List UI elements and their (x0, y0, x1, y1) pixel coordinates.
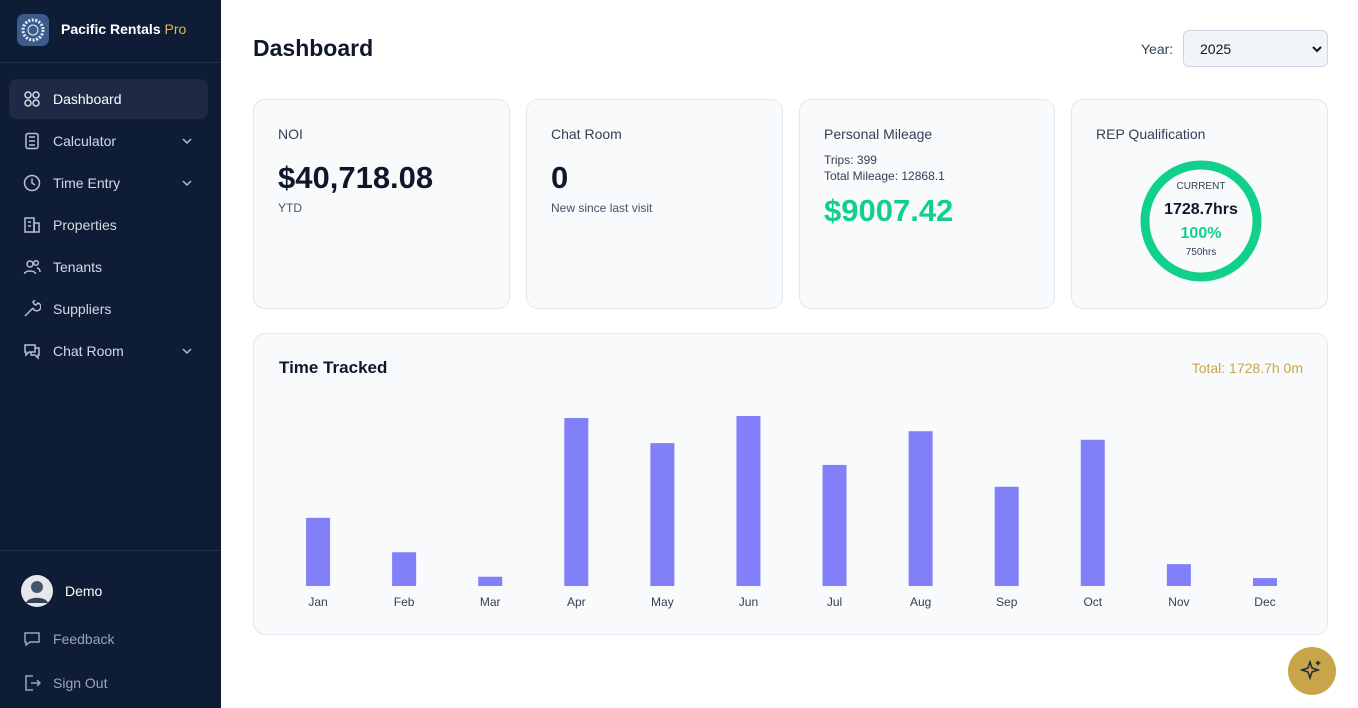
nav-label: Chat Room (53, 343, 124, 359)
chart-total: Total: 1728.7h 0m (1192, 360, 1303, 376)
card-value: 0 (551, 160, 569, 195)
nav-item[interactable]: Tenants (9, 247, 208, 287)
bar (908, 431, 933, 586)
card-note: YTD (278, 201, 302, 215)
nav-item[interactable]: Suppliers (9, 289, 208, 329)
chat-card: Chat Room 0 New since last visit (526, 99, 783, 309)
x-tick-label: Sep (996, 595, 1018, 609)
mileage-card: Personal Mileage Trips: 399 Total Mileag… (799, 99, 1055, 309)
bar (1080, 439, 1105, 586)
nav-label: Calculator (53, 133, 117, 149)
x-tick-label: Oct (1083, 595, 1102, 609)
x-tick-label: Dec (1254, 595, 1275, 609)
nav-label: Tenants (53, 259, 103, 275)
x-tick-label: Feb (394, 595, 415, 609)
logo (17, 14, 49, 46)
select-arrow (1312, 46, 1322, 53)
assistant-button[interactable] (1288, 647, 1336, 695)
chart: Time Tracked Total: 1728.7h 0m Jan Feb Mar… (279, 358, 1303, 609)
rep-card: REP Qualification CURRENT 1728.7hrs 100%… (1071, 99, 1328, 309)
nav-label: Properties (53, 217, 117, 233)
divider (0, 550, 221, 551)
card-title: REP Qualification (1096, 126, 1206, 142)
bar (994, 486, 1019, 586)
ring (1140, 160, 1262, 282)
avatar (21, 575, 53, 607)
bar (650, 443, 675, 586)
x-tick-label: Jan (308, 595, 327, 609)
year-select[interactable]: 2025 (1183, 30, 1328, 67)
signout-icon (25, 675, 41, 691)
brand-suffix: Pro (164, 21, 187, 37)
page-title: Dashboard (253, 35, 374, 61)
nav-item[interactable]: Chat Room (9, 331, 208, 371)
x-tick-label: Jun (739, 595, 758, 609)
sidebar: Pacific Rentals Pro Dashboard Calculator… (0, 0, 221, 708)
bar (736, 416, 761, 586)
card-title: Chat Room (551, 126, 622, 142)
divider (0, 62, 221, 63)
signout-link[interactable]: Sign Out (53, 675, 108, 691)
x-tick-label: Aug (910, 595, 931, 609)
nav-label: Suppliers (53, 301, 112, 317)
ring-label: CURRENT (1177, 181, 1226, 192)
bar (822, 464, 847, 586)
user-name: Demo (65, 583, 103, 599)
ring-target: 750hrs (1186, 247, 1217, 258)
card-title: Personal Mileage (824, 126, 933, 142)
x-tick-label: Apr (567, 595, 586, 609)
x-tick-label: Mar (480, 595, 501, 609)
card-note: New since last visit (551, 201, 653, 215)
card-value: $9007.42 (824, 193, 954, 228)
chart-card: Time Tracked Total: 1728.7h 0m Jan Feb Mar… (253, 333, 1328, 635)
bar (392, 552, 417, 586)
bar (306, 517, 331, 586)
brand: Pacific Rentals Pro (61, 21, 186, 37)
brand-name: Pacific Rentals (61, 21, 161, 37)
feedback-icon (24, 632, 40, 647)
nav-item[interactable]: Time Entry (9, 163, 208, 203)
nav-label: Time Entry (53, 175, 121, 191)
chart-title: Time Tracked (279, 358, 387, 377)
bar (1166, 564, 1191, 586)
noi-card: NOI $40,718.08 YTD (253, 99, 510, 309)
feedback-link[interactable]: Feedback (53, 631, 115, 647)
total-mileage: Total Mileage: 12868.1 (824, 169, 945, 183)
card-value: $40,718.08 (278, 160, 434, 195)
nav-item[interactable]: Calculator (9, 121, 208, 161)
nav-item[interactable]: Dashboard (9, 79, 208, 119)
trips: Trips: 399 (824, 153, 877, 167)
card-title: NOI (278, 126, 303, 142)
x-tick-label: Nov (1168, 595, 1189, 609)
nav-label: Dashboard (53, 91, 122, 107)
nav-item[interactable]: Properties (9, 205, 208, 245)
bar (1252, 578, 1277, 586)
ring-current: 1728.7hrs (1164, 201, 1238, 218)
bar (478, 576, 503, 586)
year-value: 2025 (1200, 41, 1232, 57)
year-label: Year: (1141, 41, 1174, 57)
bar (564, 417, 589, 586)
x-tick-label: May (651, 595, 674, 609)
x-tick-label: Jul (827, 595, 842, 609)
ring-percent: 100% (1181, 225, 1222, 242)
rep-ring: CURRENT 1728.7hrs 100% 750hrs (1140, 160, 1262, 282)
